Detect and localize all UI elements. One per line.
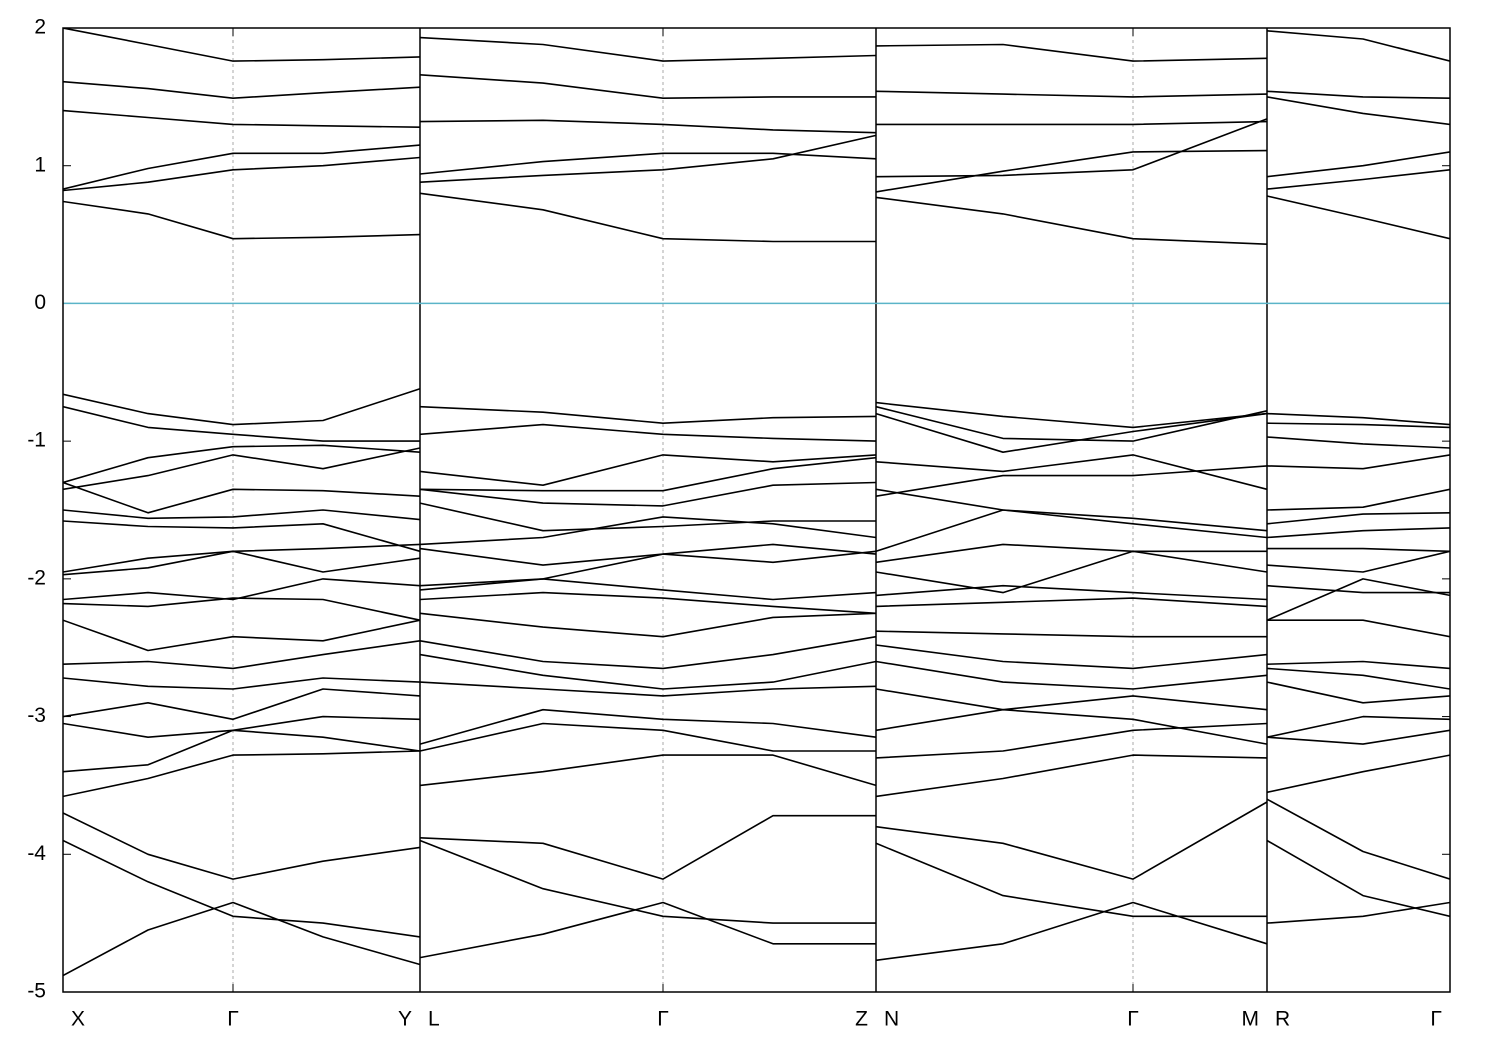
x-tick-label: Γ <box>1127 1008 1139 1031</box>
band-line <box>63 509 1450 553</box>
y-tick-label: 2 <box>34 16 46 39</box>
band-line <box>63 134 1450 193</box>
x-tick-label: R <box>1275 1008 1290 1031</box>
x-tick-label: Γ <box>227 1008 239 1031</box>
x-tick-label: Z <box>855 1008 868 1031</box>
y-tick-label: 1 <box>34 153 46 176</box>
band-line <box>63 578 1450 601</box>
band-line <box>63 488 1450 532</box>
band-line <box>63 750 1450 798</box>
y-tick-label: -4 <box>27 842 46 865</box>
band-line <box>63 722 1450 773</box>
y-tick-label: -2 <box>27 566 46 589</box>
band-line <box>63 798 1450 880</box>
band-line <box>63 412 1450 486</box>
x-tick-label: X <box>71 1008 85 1031</box>
band-line <box>63 578 1450 621</box>
band-line <box>63 74 1450 99</box>
y-tick-label: -5 <box>27 980 46 1003</box>
band-line <box>63 681 1450 721</box>
band-line <box>63 839 1450 938</box>
band-line <box>63 635 1450 670</box>
plot-frame <box>62 27 1451 993</box>
y-tick-label: -1 <box>27 429 46 452</box>
band-line <box>63 543 1450 594</box>
band-line <box>63 901 1450 977</box>
x-tick-label: M <box>1242 1008 1260 1031</box>
y-tick-label: 0 <box>34 291 46 314</box>
band-line <box>63 192 1450 245</box>
band-line <box>63 465 1450 514</box>
band-line <box>63 612 1450 652</box>
x-tick-label: L <box>428 1008 440 1031</box>
band-line <box>63 447 1450 492</box>
band-line <box>63 118 1450 190</box>
band-line <box>63 405 1450 442</box>
band-line <box>63 96 1450 134</box>
x-tick-label: Y <box>398 1008 412 1031</box>
x-tick-label: N <box>884 1008 899 1031</box>
x-tick-label: Γ <box>657 1008 669 1031</box>
band-line <box>63 653 1450 690</box>
x-tick-label: Γ <box>1430 1008 1442 1031</box>
y-tick-label: -3 <box>27 704 46 727</box>
band-line <box>63 388 1450 429</box>
band-line <box>63 28 1450 62</box>
band-line <box>63 708 1450 745</box>
